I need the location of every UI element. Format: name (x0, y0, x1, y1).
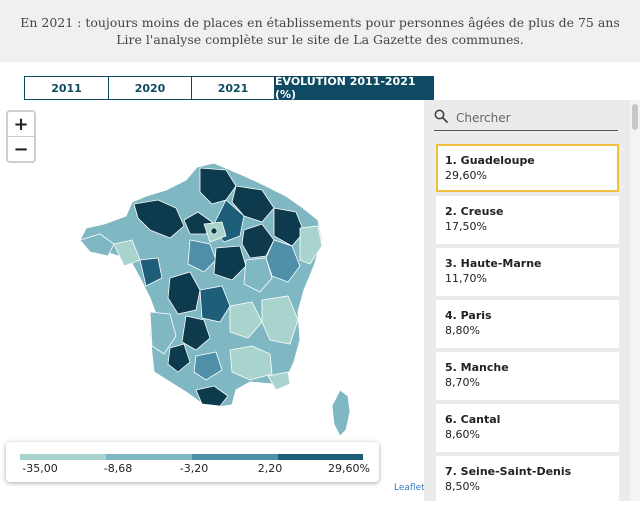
ranking-item-value: 8,70% (445, 376, 480, 389)
tab-2011[interactable]: 2011 (24, 76, 108, 100)
legend-label-1: -35,00 (22, 462, 58, 475)
ranking-item-value: 17,50% (445, 220, 487, 233)
tab-2021[interactable]: 2021 (191, 76, 274, 100)
search-box (434, 104, 618, 131)
ranking-item-1[interactable]: 1. Guadeloupe 29,60% (436, 144, 619, 192)
ranking-item-name: 3. Haute-Marne (445, 257, 542, 270)
department-regions[interactable] (79, 167, 323, 407)
ranking-item-value: 8,60% (445, 428, 480, 441)
ranking-item-name: 5. Manche (445, 361, 509, 374)
legend-swatch-4 (278, 454, 363, 460)
ranking-item-value: 8,50% (445, 480, 480, 493)
ranking-item-value: 11,70% (445, 272, 487, 285)
legend-swatch-1 (20, 454, 106, 460)
ranking-item-4[interactable]: 4. Paris 8,80% (436, 300, 619, 348)
ranking-item-3[interactable]: 3. Haute-Marne 11,70% (436, 248, 619, 296)
tab-2020[interactable]: 2020 (108, 76, 191, 100)
legend-swatch-3 (192, 454, 278, 460)
search-input[interactable] (454, 107, 618, 129)
legend-swatch-2 (106, 454, 192, 460)
header: En 2021 : toujours moins de places en ét… (0, 0, 640, 62)
corsica-island[interactable] (331, 389, 351, 437)
ranking-item-name: 7. Seine-Saint-Denis (445, 465, 572, 478)
header-link-line[interactable]: Lire l'analyse complète sur le site de L… (116, 32, 524, 47)
legend-label-4: 2,20 (257, 462, 283, 475)
france-map[interactable] (0, 100, 424, 501)
ranking-item-value: 8,80% (445, 324, 480, 337)
map-container[interactable] (0, 100, 424, 501)
legend-label-2: -8,68 (103, 462, 133, 475)
zoom-in-button[interactable]: + (13, 113, 29, 135)
ranking-item-name: 2. Creuse (445, 205, 504, 218)
tab-bar: 2011 2020 2021 ÉVOLUTION 2011-2021 (%) (24, 75, 434, 101)
ranking-item-name: 4. Paris (445, 309, 492, 322)
ranking-item-name: 6. Cantal (445, 413, 501, 426)
legend-label-3: -3,20 (179, 462, 209, 475)
ranking-item-value: 29,60% (445, 169, 487, 182)
ranking-item-7[interactable]: 7. Seine-Saint-Denis 8,50% (436, 456, 619, 501)
search-icon (434, 109, 448, 123)
ranking-item-6[interactable]: 6. Cantal 8,60% (436, 404, 619, 452)
tab-evolution[interactable]: ÉVOLUTION 2011-2021 (%) (274, 75, 434, 101)
sidebar-scrollbar[interactable] (630, 100, 640, 501)
scrollbar-thumb[interactable] (632, 104, 638, 130)
zoom-control: + − (6, 110, 36, 163)
ranking-item-5[interactable]: 5. Manche 8,70% (436, 352, 619, 400)
zoom-out-button[interactable]: − (8, 136, 34, 161)
ranking-item-name: 1. Guadeloupe (445, 154, 535, 167)
legend-color-bar (20, 454, 363, 460)
color-legend: -35,00 -8,68 -3,20 2,20 29,60% (6, 442, 379, 482)
ranking-item-2[interactable]: 2. Creuse 17,50% (436, 196, 619, 244)
ranking-sidebar: 1. Guadeloupe 29,60% 2. Creuse 17,50% 3.… (424, 100, 630, 501)
header-title: En 2021 : toujours moins de places en ét… (20, 15, 620, 30)
legend-label-5: 29,60% (328, 462, 370, 475)
leaflet-attribution-link[interactable]: Leaflet (394, 483, 425, 493)
